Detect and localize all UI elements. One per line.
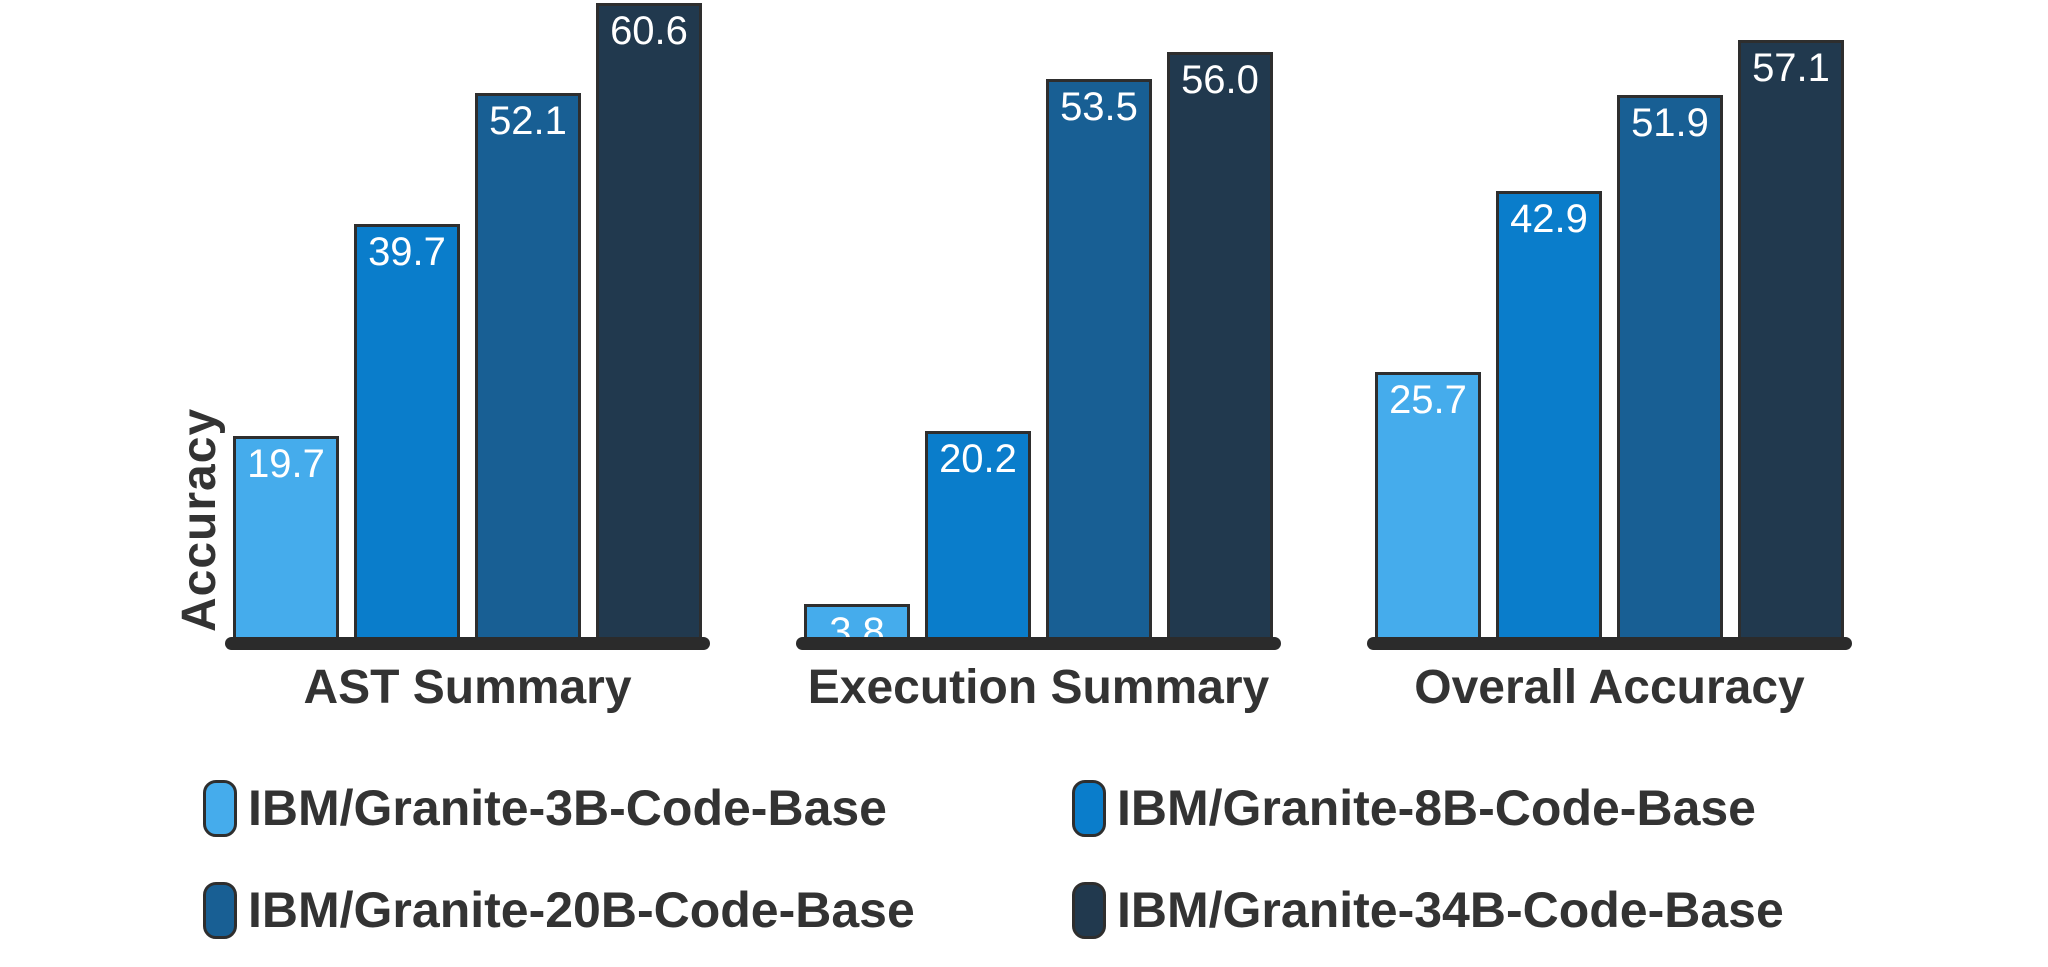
bar: 53.5 xyxy=(1046,78,1152,644)
bar: 52.1 xyxy=(475,93,581,644)
bar-value-label: 39.7 xyxy=(368,230,446,275)
legend-swatch xyxy=(1072,881,1106,939)
bar-groups-container: 19.7 39.7 52.1 60.6 3.8 20.2 53.5 56.0 25.7 42.9 5… xyxy=(225,0,1852,652)
bar-group: 19.7 39.7 52.1 60.6 xyxy=(225,0,710,650)
legend-swatch xyxy=(203,779,237,837)
legend-label: IBM/Granite-8B-Code-Base xyxy=(1117,780,1756,836)
x-tick-label: Overall Accuracy xyxy=(1414,661,1805,714)
legend: IBM/Granite-3B-Code-Base IBM/Granite-8B-C… xyxy=(203,779,1784,939)
legend-item: IBM/Granite-8B-Code-Base xyxy=(1072,779,1784,837)
bar-value-label: 42.9 xyxy=(1510,196,1588,241)
bar: 56.0 xyxy=(1167,52,1273,644)
x-axis-line xyxy=(796,637,1281,650)
bar: 42.9 xyxy=(1496,190,1602,644)
legend-label: IBM/Granite-34B-Code-Base xyxy=(1117,882,1784,938)
x-axis-line xyxy=(225,637,710,650)
x-tick-label: Execution Summary xyxy=(807,661,1270,714)
bar-row: 19.7 39.7 52.1 60.6 xyxy=(233,3,702,644)
legend-item: IBM/Granite-3B-Code-Base xyxy=(203,779,1072,837)
bar-value-label: 19.7 xyxy=(247,441,325,486)
y-axis-label: Accuracy xyxy=(173,407,226,632)
bar: 57.1 xyxy=(1738,40,1844,644)
bar-row: 3.8 20.2 53.5 56.0 xyxy=(804,52,1273,652)
bar-row: 25.7 42.9 51.9 57.1 xyxy=(1375,40,1844,644)
x-axis-line xyxy=(1367,637,1852,650)
x-tick-label: AST Summary xyxy=(303,661,632,714)
legend-label: IBM/Granite-20B-Code-Base xyxy=(248,882,915,938)
bar-group: 25.7 42.9 51.9 57.1 xyxy=(1367,0,1852,650)
x-axis-tick-labels: AST Summary Execution Summary Overall Accu… xyxy=(225,660,1852,715)
bar: 25.7 xyxy=(1375,372,1481,644)
bar-value-label: 57.1 xyxy=(1752,46,1830,91)
legend-swatch xyxy=(1072,779,1106,837)
legend-swatch xyxy=(203,881,237,939)
bar: 39.7 xyxy=(354,224,460,644)
bar: 20.2 xyxy=(925,430,1031,644)
legend-label: IBM/Granite-3B-Code-Base xyxy=(248,780,887,836)
bar-value-label: 52.1 xyxy=(489,99,567,144)
bar-value-label: 56.0 xyxy=(1181,58,1259,103)
bar: 51.9 xyxy=(1617,95,1723,644)
bar-group: 3.8 20.2 53.5 56.0 xyxy=(796,0,1281,652)
legend-item: IBM/Granite-20B-Code-Base xyxy=(203,881,1072,939)
bar-value-label: 51.9 xyxy=(1631,101,1709,146)
bar-value-label: 60.6 xyxy=(610,9,688,54)
bar: 19.7 xyxy=(233,435,339,644)
bar-value-label: 20.2 xyxy=(939,436,1017,481)
legend-item: IBM/Granite-34B-Code-Base xyxy=(1072,881,1784,939)
bar-value-label: 53.5 xyxy=(1060,84,1138,129)
plot-area: Accuracy 19.7 39.7 52.1 60.6 3.8 20.2 53.5 56.0… xyxy=(173,0,1852,652)
bar-value-label: 25.7 xyxy=(1389,378,1467,423)
bar: 60.6 xyxy=(596,3,702,644)
